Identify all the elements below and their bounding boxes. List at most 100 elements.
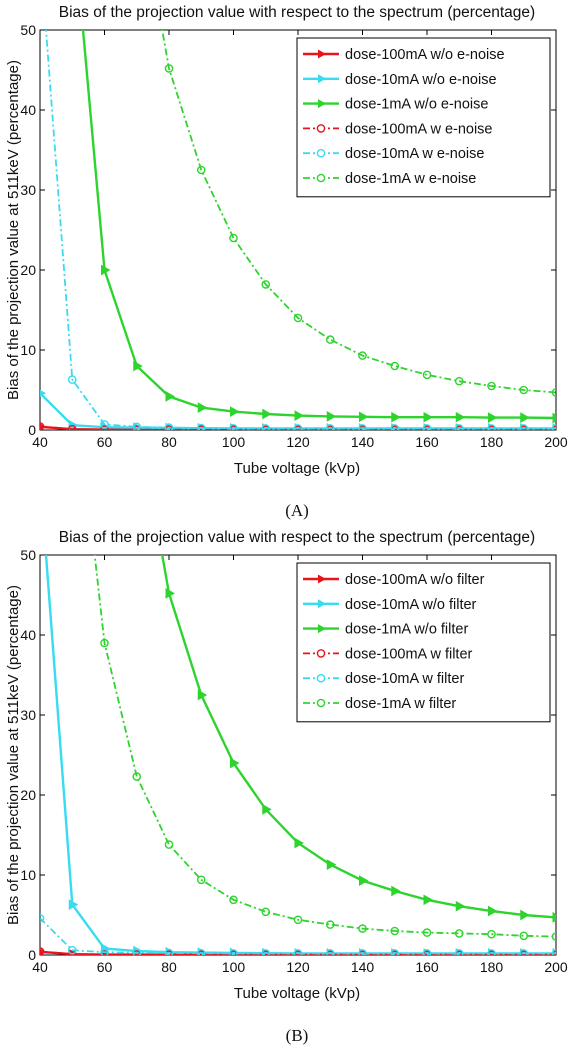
chart-b-data-point	[455, 900, 466, 912]
chart-a-data-point	[390, 424, 400, 430]
chart-a-data-point	[358, 424, 367, 430]
chart-a-data-point	[455, 411, 466, 423]
chart-a-data-point	[454, 376, 464, 386]
chart-a-ytick-label: 10	[20, 342, 36, 358]
chart-a-legend-label: dose-100mA w/o e-noise	[345, 47, 505, 63]
chart-b-xtick-label: 40	[32, 959, 48, 975]
chart-a-plot-area: 40 60 80 100 120 140 160 180 200 0 10 20 30 40 50 dose-…	[20, 22, 567, 450]
chart-a-series-layer	[40, 30, 556, 430]
chart-a-data-point	[229, 233, 238, 243]
chart-a-data-point	[40, 389, 47, 397]
chart-b-data-point	[196, 875, 206, 885]
chart-a-data-point	[520, 412, 530, 423]
chart-b-data-point	[359, 875, 369, 886]
chart-b-xtick-label: 80	[161, 959, 177, 975]
chart-b-xtick-label: 180	[480, 959, 504, 975]
chart-b-data-point	[196, 948, 206, 955]
chart-b-legend-marker	[316, 698, 326, 708]
chart-a-data-point	[519, 424, 529, 430]
chart-a-xtick-label: 40	[32, 434, 48, 450]
chart-b-data-point	[325, 920, 335, 929]
chart-a-data-point	[294, 410, 305, 421]
chart-b-svg: Bias of the projection value with respec…	[5, 529, 568, 1045]
chart-a-series-line	[81, 30, 556, 420]
chart-b-legend-label: dose-1mA w filter	[345, 696, 456, 712]
chart-a-ytick-label: 30	[20, 182, 36, 198]
chart-b-series-line	[161, 555, 556, 919]
chart-a-ytick-label: 40	[20, 102, 36, 118]
chart-a-data-point	[229, 423, 238, 430]
chart-a-data-point	[261, 280, 271, 289]
chart-b-data-point	[40, 947, 45, 955]
chart-a-series-line	[40, 425, 556, 430]
chart-b-xtick-label: 100	[222, 959, 246, 975]
chart-a-data-point	[326, 411, 337, 422]
chart-b-data-point	[454, 949, 464, 955]
chart-a-series-line	[161, 30, 556, 394]
chart-a-legend	[296, 37, 551, 198]
chart-b-ytick-label: 50	[20, 547, 36, 563]
chart-a-legend-marker	[318, 99, 326, 109]
chart-b-data-point	[68, 899, 79, 910]
chart-a-ytick-label: 50	[20, 22, 36, 38]
chart-a-data-point	[390, 361, 400, 371]
chart-b-legend-marker	[318, 574, 326, 584]
chart-b-data-point	[261, 907, 271, 917]
chart-b-data-point	[293, 915, 303, 925]
chart-a-data-point	[551, 424, 556, 430]
chart-a-data-point	[230, 406, 240, 417]
chart-panel-b: Bias of the projection value with respec…	[0, 525, 572, 1050]
chart-b-legend-marker	[316, 673, 326, 683]
chart-b-legend-label: dose-10mA w filter	[345, 671, 464, 687]
chart-b-series-layer	[40, 555, 556, 955]
chart-a-xtick-label: 160	[415, 434, 439, 450]
chart-a-data-point	[132, 425, 142, 430]
chart-b-data-point	[40, 913, 45, 923]
chart-a-data-point	[293, 424, 303, 430]
chart-a-legend-marker	[318, 74, 326, 84]
chart-b-data-point	[197, 689, 208, 701]
chart-a-series-dose-1ma-w-e-noise	[161, 30, 556, 397]
chart-b-data-point	[454, 929, 464, 938]
chart-b-data-point	[358, 949, 367, 955]
chart-a-legend-label: dose-10mA w e-noise	[345, 146, 484, 162]
chart-b-data-point	[132, 948, 142, 955]
chart-b-data-point	[488, 905, 498, 917]
chart-a-legend-label: dose-100mA w e-noise	[345, 121, 493, 137]
chart-b-data-point	[294, 837, 305, 849]
chart-b-data-point	[422, 928, 432, 937]
chart-b-xtick-label: 60	[97, 959, 113, 975]
chart-a-ytick-label: 0	[28, 422, 36, 438]
chart-b-series-line	[40, 917, 556, 955]
chart-b-data-point	[423, 894, 434, 906]
chart-b-data-point	[165, 588, 176, 599]
chart-b-title: Bias of the projection value with respec…	[59, 529, 535, 546]
chart-a-data-point	[293, 313, 303, 323]
chart-b-data-point	[520, 909, 530, 921]
chart-a-data-point	[488, 412, 498, 423]
chart-b-data-point	[551, 932, 556, 941]
chart-a-data-point	[261, 424, 271, 430]
chart-a-data-point	[132, 422, 142, 430]
chart-b-panel-label: (B)	[286, 1026, 309, 1045]
chart-a-xtick-label: 80	[161, 434, 177, 450]
chart-b-data-point	[262, 804, 272, 815]
chart-a-xtick-label: 180	[480, 434, 504, 450]
chart-a-data-point	[196, 423, 206, 430]
chart-b-data-point	[229, 895, 238, 905]
chart-a-data-point	[391, 411, 401, 423]
chart-b-xtick-label: 160	[415, 959, 439, 975]
chart-a-series-dose-10ma-w-e-noise	[45, 30, 556, 430]
chart-b-plot-area: 40 60 80 100 120 140 160 180 200 0 10 20 30 40 50 dose-…	[20, 547, 567, 975]
chart-b-legend	[296, 562, 551, 723]
chart-a-data-point	[487, 381, 496, 391]
chart-a-data-point	[67, 375, 77, 384]
chart-b-legend-label: dose-100mA w/o filter	[345, 572, 485, 588]
chart-b-data-point	[325, 949, 335, 955]
chart-a-xlabel: Tube voltage (kVp)	[234, 460, 360, 477]
chart-a-data-point	[262, 408, 272, 420]
chart-b-legend-label: dose-1mA w/o filter	[345, 622, 468, 638]
chart-b-data-point	[519, 949, 529, 955]
chart-a-data-point	[422, 370, 432, 380]
chart-a-legend-marker	[316, 173, 326, 183]
